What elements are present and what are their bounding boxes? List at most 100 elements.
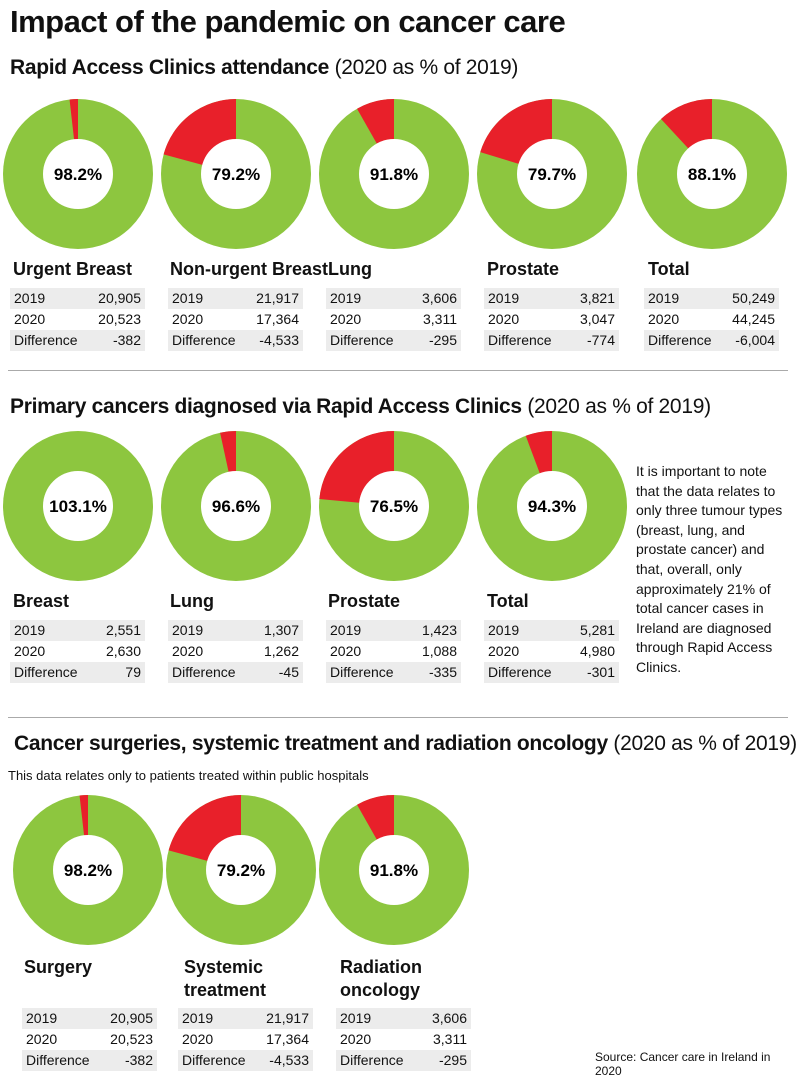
- category-label: Urgent Breast: [13, 259, 133, 279]
- row-value: -45: [278, 664, 299, 680]
- table-row: Difference 79: [10, 662, 145, 683]
- row-label: Difference: [488, 664, 552, 680]
- category-label: Lung: [170, 591, 214, 611]
- data-table: 2019 3,606 2020 3,311 Difference -295: [326, 288, 461, 351]
- data-table: 2019 50,249 2020 44,245 Difference -6,004: [644, 288, 779, 351]
- row-value: -295: [438, 1052, 467, 1068]
- row-label: 2019: [182, 1010, 214, 1026]
- data-label: 79.2%: [217, 861, 265, 880]
- row-value: 1,307: [263, 622, 299, 638]
- table-row: Difference -301: [484, 662, 619, 683]
- row-value: -4,533: [259, 332, 299, 348]
- row-label: Difference: [330, 332, 394, 348]
- row-value: -382: [112, 332, 141, 348]
- table-row: 2020 2,630: [10, 641, 145, 662]
- row-value: 3,821: [579, 290, 615, 306]
- row-value: -4,533: [269, 1052, 309, 1068]
- table-row: 2020 1,088: [326, 641, 461, 662]
- row-value: 2,551: [105, 622, 141, 638]
- category-label: Prostate: [328, 591, 401, 611]
- donut-hole: [206, 835, 276, 905]
- data-table: 2019 3,606 2020 3,311 Difference -295: [336, 1008, 471, 1071]
- row-label: 2020: [26, 1031, 58, 1047]
- table-row: Difference -45: [168, 662, 303, 683]
- row-label: 2019: [330, 622, 362, 638]
- table-row: 2019 3,821: [484, 288, 619, 309]
- row-label: Difference: [330, 664, 394, 680]
- row-value: 3,311: [423, 311, 457, 327]
- table-row: 2019 1,307: [168, 620, 303, 641]
- table-row: Difference -335: [326, 662, 461, 683]
- data-label: 98.2%: [64, 861, 112, 880]
- category-label: Non-urgent Breast: [170, 259, 329, 279]
- row-value: 20,905: [98, 290, 141, 306]
- row-value: 1,423: [421, 622, 457, 638]
- donut-chart: 91.8%: [319, 795, 469, 945]
- table-row: 2020 20,523: [22, 1029, 157, 1050]
- row-label: Difference: [172, 664, 236, 680]
- row-label: 2019: [330, 290, 362, 306]
- public-hospitals-note: This data relates only to patients treat…: [8, 768, 369, 783]
- table-row: Difference -295: [326, 330, 461, 351]
- row-label: Difference: [172, 332, 236, 348]
- table-row: 2020 4,980: [484, 641, 619, 662]
- donut-chart: 76.5%: [319, 431, 469, 581]
- table-row: 2020 3,047: [484, 309, 619, 330]
- table-row: 2020 44,245: [644, 309, 779, 330]
- donut-chart: 94.3%: [477, 431, 627, 581]
- data-label: 91.8%: [370, 861, 418, 880]
- section-title-suffix: (2020 as % of 2019): [334, 56, 519, 79]
- table-row: Difference -295: [336, 1050, 471, 1071]
- table-row: 2020 20,523: [10, 309, 145, 330]
- table-row: 2020 17,364: [168, 309, 303, 330]
- donut-hole: [201, 471, 271, 541]
- donut-chart: 103.1%: [3, 431, 153, 581]
- page-title: Impact of the pandemic on cancer care: [10, 4, 566, 39]
- table-row: 2019 5,281: [484, 620, 619, 641]
- table-row: 2020 3,311: [326, 309, 461, 330]
- data-label: 103.1%: [49, 497, 107, 516]
- row-value: 1,262: [263, 643, 299, 659]
- row-label: 2019: [14, 622, 46, 638]
- section-title: Primary cancers diagnosed via Rapid Acce…: [10, 395, 522, 418]
- donut-chart: 91.8%: [319, 99, 469, 249]
- category-label: Surgery: [24, 957, 93, 977]
- donut-chart: 88.1%: [637, 99, 787, 249]
- row-value: 4,980: [579, 643, 615, 659]
- row-label: 2019: [340, 1010, 372, 1026]
- row-value: 79: [125, 664, 141, 680]
- data-table: 2019 3,821 2020 3,047 Difference -774: [484, 288, 619, 351]
- table-row: Difference -382: [10, 330, 145, 351]
- donut-hole: [53, 835, 123, 905]
- row-label: 2019: [488, 622, 520, 638]
- row-label: 2019: [648, 290, 680, 306]
- row-value: -335: [428, 664, 457, 680]
- row-label: 2019: [172, 622, 204, 638]
- donut-hole: [359, 835, 429, 905]
- row-value: 50,249: [732, 290, 775, 306]
- row-label: 2020: [172, 643, 204, 659]
- row-value: 3,047: [579, 311, 615, 327]
- row-label: 2020: [182, 1031, 214, 1047]
- row-label: 2020: [330, 311, 362, 327]
- donut-hole: [359, 139, 429, 209]
- row-label: Difference: [182, 1052, 246, 1068]
- row-label: 2020: [648, 311, 680, 327]
- row-label: 2020: [488, 643, 520, 659]
- data-table: 2019 20,905 2020 20,523 Difference -382: [10, 288, 145, 351]
- data-table: 2019 20,905 2020 20,523 Difference -382: [22, 1008, 157, 1071]
- divider: [8, 717, 788, 718]
- section-heading: Cancer surgeries, systemic treatment and…: [14, 732, 797, 756]
- table-row: 2019 3,606: [336, 1008, 471, 1029]
- donut-hole: [43, 471, 113, 541]
- row-label: 2020: [330, 643, 362, 659]
- data-table: 2019 1,423 2020 1,088 Difference -335: [326, 620, 461, 683]
- row-value: -774: [586, 332, 615, 348]
- row-label: 2019: [14, 290, 46, 306]
- donut-hole: [359, 471, 429, 541]
- donut-chart: 79.2%: [161, 99, 311, 249]
- donut-hole: [43, 139, 113, 209]
- data-label: 79.7%: [528, 165, 576, 184]
- row-label: 2020: [14, 643, 46, 659]
